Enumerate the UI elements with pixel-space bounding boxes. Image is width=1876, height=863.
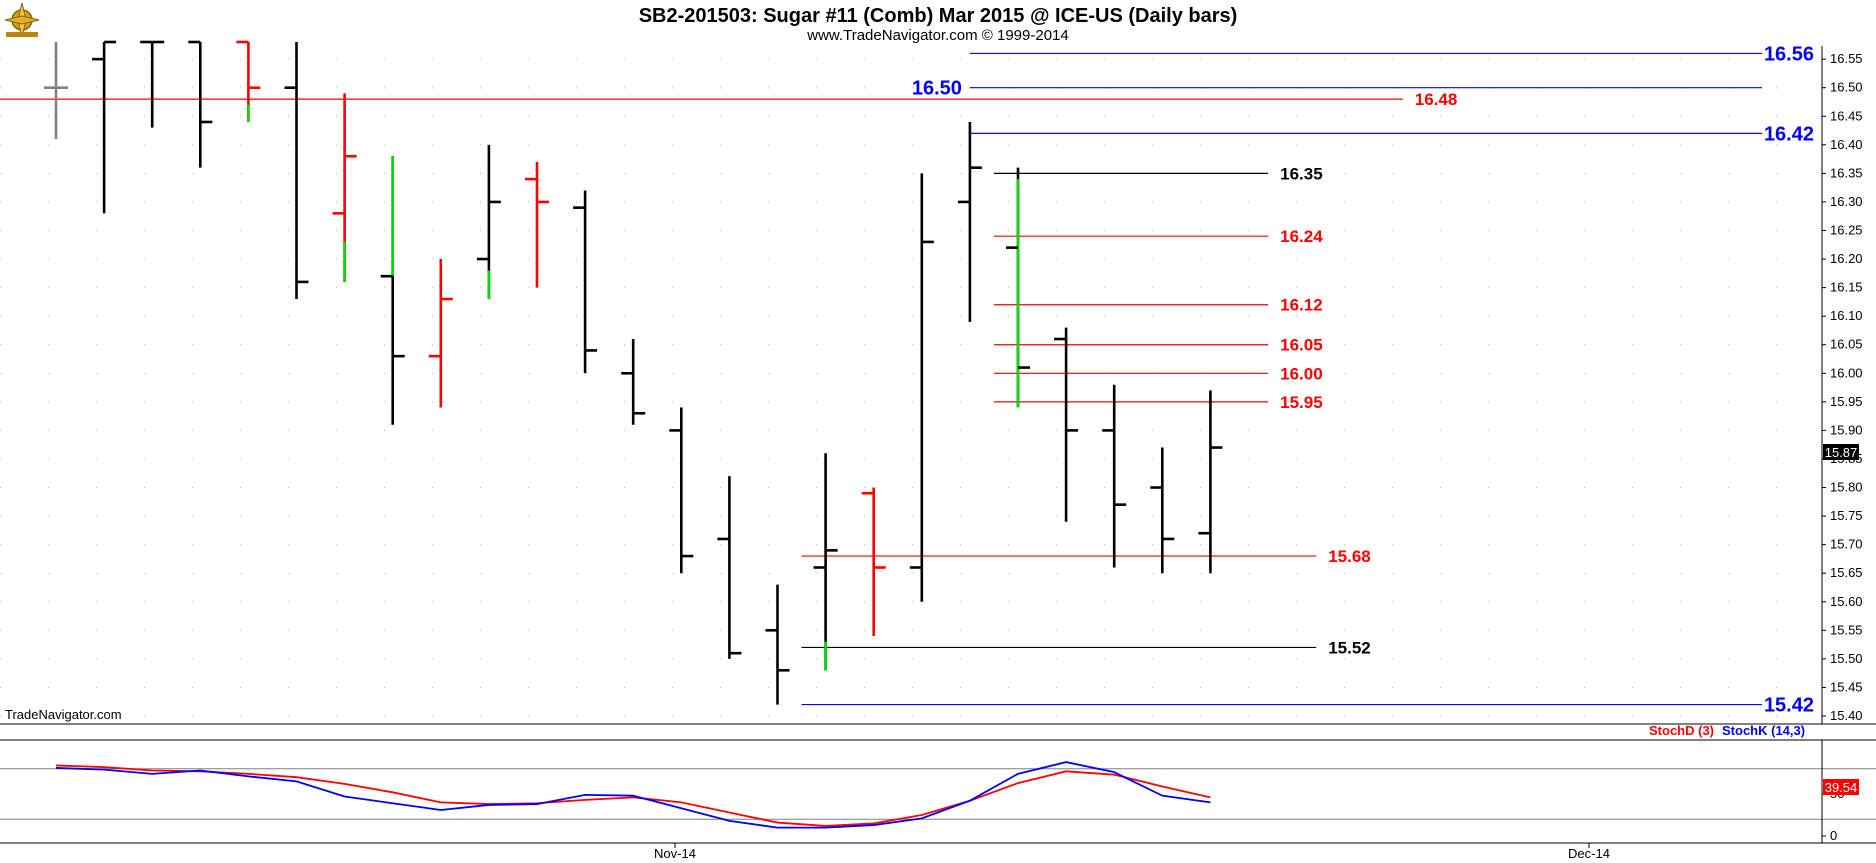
legend-stochk: StochK (14,3) <box>1722 723 1805 738</box>
ohlc-bar <box>525 161 549 288</box>
ohlc-bar <box>573 190 598 374</box>
gold-compass-rose-logo-icon <box>4 2 40 38</box>
price-axis-ticks: 16.55 16.50 16.45 16.40 16.35 16.30 16.25 16.20… <box>1822 51 1863 723</box>
price-level-label: 16.05 <box>1280 336 1323 355</box>
date-tick-label: Nov-14 <box>654 846 696 861</box>
ohlc-bar <box>284 42 309 300</box>
price-level-label: 15.42 <box>1764 695 1814 717</box>
chart-subtitle: www.TradeNavigator.com © 1999-2014 <box>806 27 1068 44</box>
stochastic-series-line <box>55 761 1211 829</box>
ohlc-bar <box>669 407 694 574</box>
price-axis: 16.55 16.50 16.45 16.40 16.35 16.30 16.25 16.20… <box>1821 46 1863 724</box>
price-tick-label: 15.95 <box>1830 394 1863 409</box>
price-level-label: 15.95 <box>1280 393 1323 412</box>
ohlc-bar <box>621 339 646 425</box>
price-tick-label: 16.40 <box>1830 137 1863 152</box>
ohlc-bar <box>380 156 405 425</box>
ohlc-bar <box>813 453 838 671</box>
price-tick-label: 15.90 <box>1830 422 1863 437</box>
price-tick-label: 15.70 <box>1830 537 1863 552</box>
chart-title: SB2-201503: Sugar #11 (Comb) Mar 2015 @ … <box>639 5 1238 27</box>
price-level-label: 16.50 <box>912 78 962 100</box>
ohlc-bar <box>1054 327 1079 522</box>
ohlc-bar <box>428 259 453 408</box>
ohlc-bar <box>861 487 886 637</box>
price-level-label: 16.24 <box>1280 227 1323 246</box>
price-level-label: 16.48 <box>1415 90 1458 109</box>
price-tick-label: 15.65 <box>1830 565 1863 580</box>
ohlc-bar <box>188 40 213 168</box>
price-tick-label: 16.10 <box>1830 308 1863 323</box>
date-axis: Nov-14 Dec-14 <box>654 843 1610 861</box>
price-tick-label: 15.60 <box>1830 594 1863 609</box>
ohlc-bar <box>909 173 934 602</box>
price-tick-label: 15.50 <box>1830 651 1863 666</box>
ohlc-bar <box>717 476 742 659</box>
price-level-label: 16.42 <box>1764 123 1814 145</box>
ohlc-bar <box>236 40 261 122</box>
ohlc-bar <box>332 93 357 282</box>
legend-stochd: StochD (3) <box>1649 723 1714 738</box>
ohlc-bar <box>957 121 982 322</box>
ohlc-bar <box>92 40 117 214</box>
ohlc-bar <box>1102 384 1127 568</box>
watermark-text: TradeNavigator.com <box>5 707 122 722</box>
price-tick-label: 16.20 <box>1830 251 1863 266</box>
stochastic-series-line <box>55 764 1211 827</box>
price-level-label: 15.68 <box>1328 547 1371 566</box>
stochastic-grid <box>0 768 1876 820</box>
stochastic-panel: StochD (3) StochK (14,3) 500 39.54 <box>0 723 1876 843</box>
price-tick-label: 15.55 <box>1830 622 1863 637</box>
ohlc-bar <box>1198 390 1223 574</box>
date-tick-label: Dec-14 <box>1568 846 1610 861</box>
price-tick-label: 15.80 <box>1830 480 1863 495</box>
price-level-label: 16.12 <box>1280 296 1323 315</box>
price-tick-label: 16.00 <box>1830 365 1863 380</box>
ohlc-bar <box>140 40 165 128</box>
price-tick-label: 15.75 <box>1830 508 1863 523</box>
stochastic-tick-label: 0 <box>1830 828 1837 843</box>
price-tick-label: 16.30 <box>1830 194 1863 209</box>
ohlc-bar <box>765 584 790 705</box>
price-tick-label: 16.15 <box>1830 280 1863 295</box>
price-level-label: 16.56 <box>1764 43 1814 65</box>
price-tick-label: 16.05 <box>1830 337 1863 352</box>
last-price-label: 15.87 <box>1825 445 1858 460</box>
ohlc-bar <box>1006 167 1030 408</box>
price-panel: 16.56 16.50 16.48 16.42 16.35 16.24 16.12 16.05… <box>0 40 1822 724</box>
price-level-label: 16.35 <box>1280 164 1323 183</box>
stochastic-last-value: 39.54 <box>1825 780 1858 795</box>
ohlc-bar <box>44 42 68 140</box>
price-tick-label: 16.50 <box>1830 80 1863 95</box>
price-levels: 16.56 16.50 16.48 16.42 16.35 16.24 16.12 16.05… <box>0 43 1814 717</box>
price-tick-label: 16.45 <box>1830 108 1863 123</box>
price-tick-label: 16.35 <box>1830 165 1863 180</box>
stochastic-lines <box>55 761 1211 829</box>
price-tick-label: 16.25 <box>1830 222 1863 237</box>
price-tick-label: 15.45 <box>1830 679 1863 694</box>
ohlc-bar <box>476 144 501 300</box>
price-level-label: 15.52 <box>1328 638 1371 657</box>
price-level-label: 16.00 <box>1280 364 1323 383</box>
price-tick-label: 15.40 <box>1830 708 1863 723</box>
price-tick-label: 16.55 <box>1830 51 1863 66</box>
price-bars <box>44 40 1223 705</box>
ohlc-bar <box>1150 447 1175 574</box>
